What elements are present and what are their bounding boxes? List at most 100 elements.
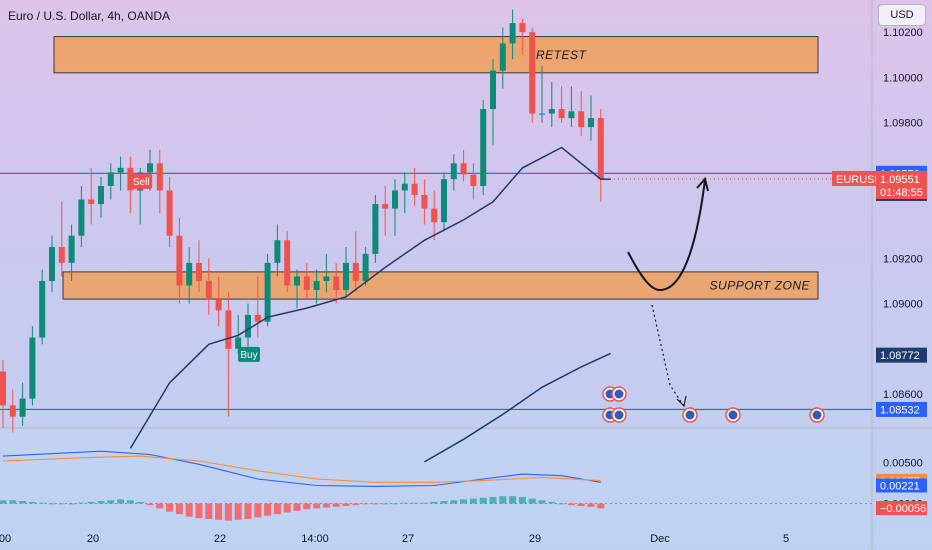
- candle: [196, 240, 202, 293]
- macd-histogram-bar: [411, 502, 419, 504]
- candle-body: [274, 240, 281, 263]
- macd-histogram-bar: [597, 503, 605, 509]
- candle: [401, 172, 408, 214]
- macd-histogram-bar: [293, 503, 301, 511]
- candle-body: [186, 262, 193, 286]
- candle-body: [117, 167, 124, 173]
- candle: [499, 27, 506, 89]
- macd-histogram-bar: [97, 501, 105, 504]
- candle-body: [343, 262, 349, 291]
- countdown-label: 01:48:55: [880, 187, 923, 199]
- macd-histogram-bar: [538, 500, 546, 504]
- price-tag: 1.08772: [876, 347, 927, 363]
- macd-histogram-bar: [558, 503, 566, 505]
- candle: [323, 253, 330, 293]
- candle-body: [39, 280, 46, 338]
- candle-body: [558, 109, 565, 119]
- currency-button[interactable]: USD: [878, 4, 926, 26]
- time-tick-label: 22: [214, 533, 226, 545]
- price-axis[interactable]: 1.10200 1.10000 1.09800 1.09200 1.09000 1.086…: [883, 27, 923, 510]
- time-tick-label: 14:00: [301, 533, 329, 545]
- candle-body: [401, 183, 408, 191]
- macd-histogram-bar: [58, 503, 66, 505]
- candle: [372, 195, 379, 263]
- candle: [558, 86, 565, 123]
- candle-body: [205, 280, 212, 300]
- macd-histogram-bar: [587, 503, 595, 507]
- candle: [352, 231, 359, 293]
- time-axis[interactable]: 20 22 14:00 27 29 Dec 5 00: [0, 533, 789, 545]
- candle: [460, 149, 467, 182]
- price-tag-background: [876, 170, 927, 199]
- macd-histogram-bar: [479, 497, 487, 504]
- macd-histogram-bar: [234, 503, 242, 520]
- macd-histogram-bar: [244, 503, 252, 520]
- candle-body: [235, 337, 242, 349]
- candle-body: [539, 113, 545, 115]
- economic-event-icon: [809, 407, 825, 423]
- candle-body: [588, 118, 594, 128]
- macd-histogram-bar: [205, 503, 213, 520]
- candle: [215, 276, 222, 327]
- moving-average-fast: [129, 146, 611, 449]
- candle-body: [176, 235, 183, 286]
- macd-histogram-bar: [48, 503, 56, 505]
- event-flag: [614, 410, 624, 420]
- macd-histogram-bar: [518, 496, 526, 504]
- candle: [597, 109, 604, 202]
- economic-events-layer[interactable]: [602, 386, 825, 423]
- candle-body: [431, 208, 438, 223]
- macd-histogram-bar: [528, 498, 536, 504]
- economic-event-icon: [611, 407, 627, 423]
- candle: [441, 172, 447, 232]
- zone-label: SUPPORT ZONE: [710, 278, 811, 292]
- candle-body: [245, 314, 251, 338]
- macd-histogram-bar: [430, 501, 438, 504]
- dotted-arrow: [651, 304, 684, 406]
- candle: [343, 247, 349, 297]
- projection-curve: [627, 179, 706, 292]
- symbol-tag-background: [832, 170, 876, 186]
- candle-body: [450, 163, 457, 180]
- candle: [225, 292, 232, 417]
- macd-line: [2, 450, 601, 487]
- candle-body: [78, 199, 85, 236]
- macd-histogram-bar: [117, 499, 125, 504]
- candle-body: [568, 111, 575, 119]
- macd-histogram-bar: [175, 503, 183, 515]
- candle: [156, 149, 163, 214]
- macd-histogram-bar: [28, 501, 36, 504]
- candle: [313, 269, 320, 304]
- macd-histogram-bar: [224, 503, 232, 521]
- macd-value-tag: −0.00056: [876, 501, 927, 516]
- macd-histogram-bar: [352, 503, 360, 506]
- macd-histogram-bar: [342, 503, 350, 506]
- macd-histogram-bar: [68, 503, 76, 505]
- candle-body: [372, 204, 379, 254]
- candle: [49, 235, 55, 293]
- candle-body: [225, 310, 232, 349]
- price-tick-label: 1.10000: [883, 72, 923, 84]
- candle: [29, 326, 36, 406]
- macd-histogram-bar: [9, 500, 17, 504]
- candle: [431, 190, 438, 241]
- macd-histogram-bar: [567, 503, 575, 506]
- symbol-title: Euro / U.S. Dollar, 4h, OANDA: [8, 9, 171, 23]
- time-tick-label: Dec: [650, 533, 670, 545]
- candle-body: [264, 262, 271, 322]
- macd-histogram-bar: [126, 500, 134, 504]
- candle-body: [58, 247, 65, 263]
- macd-histogram-bar: [362, 503, 370, 505]
- candle-body: [470, 174, 477, 186]
- candle-body: [509, 23, 516, 44]
- candle-body: [333, 276, 340, 291]
- macd-histogram-bar: [440, 501, 448, 504]
- zone-support-zone: [62, 271, 819, 300]
- signals-layer: Sell Buy: [130, 173, 260, 362]
- candle-body: [0, 371, 6, 406]
- candle-body: [362, 253, 369, 281]
- candle: [284, 231, 291, 293]
